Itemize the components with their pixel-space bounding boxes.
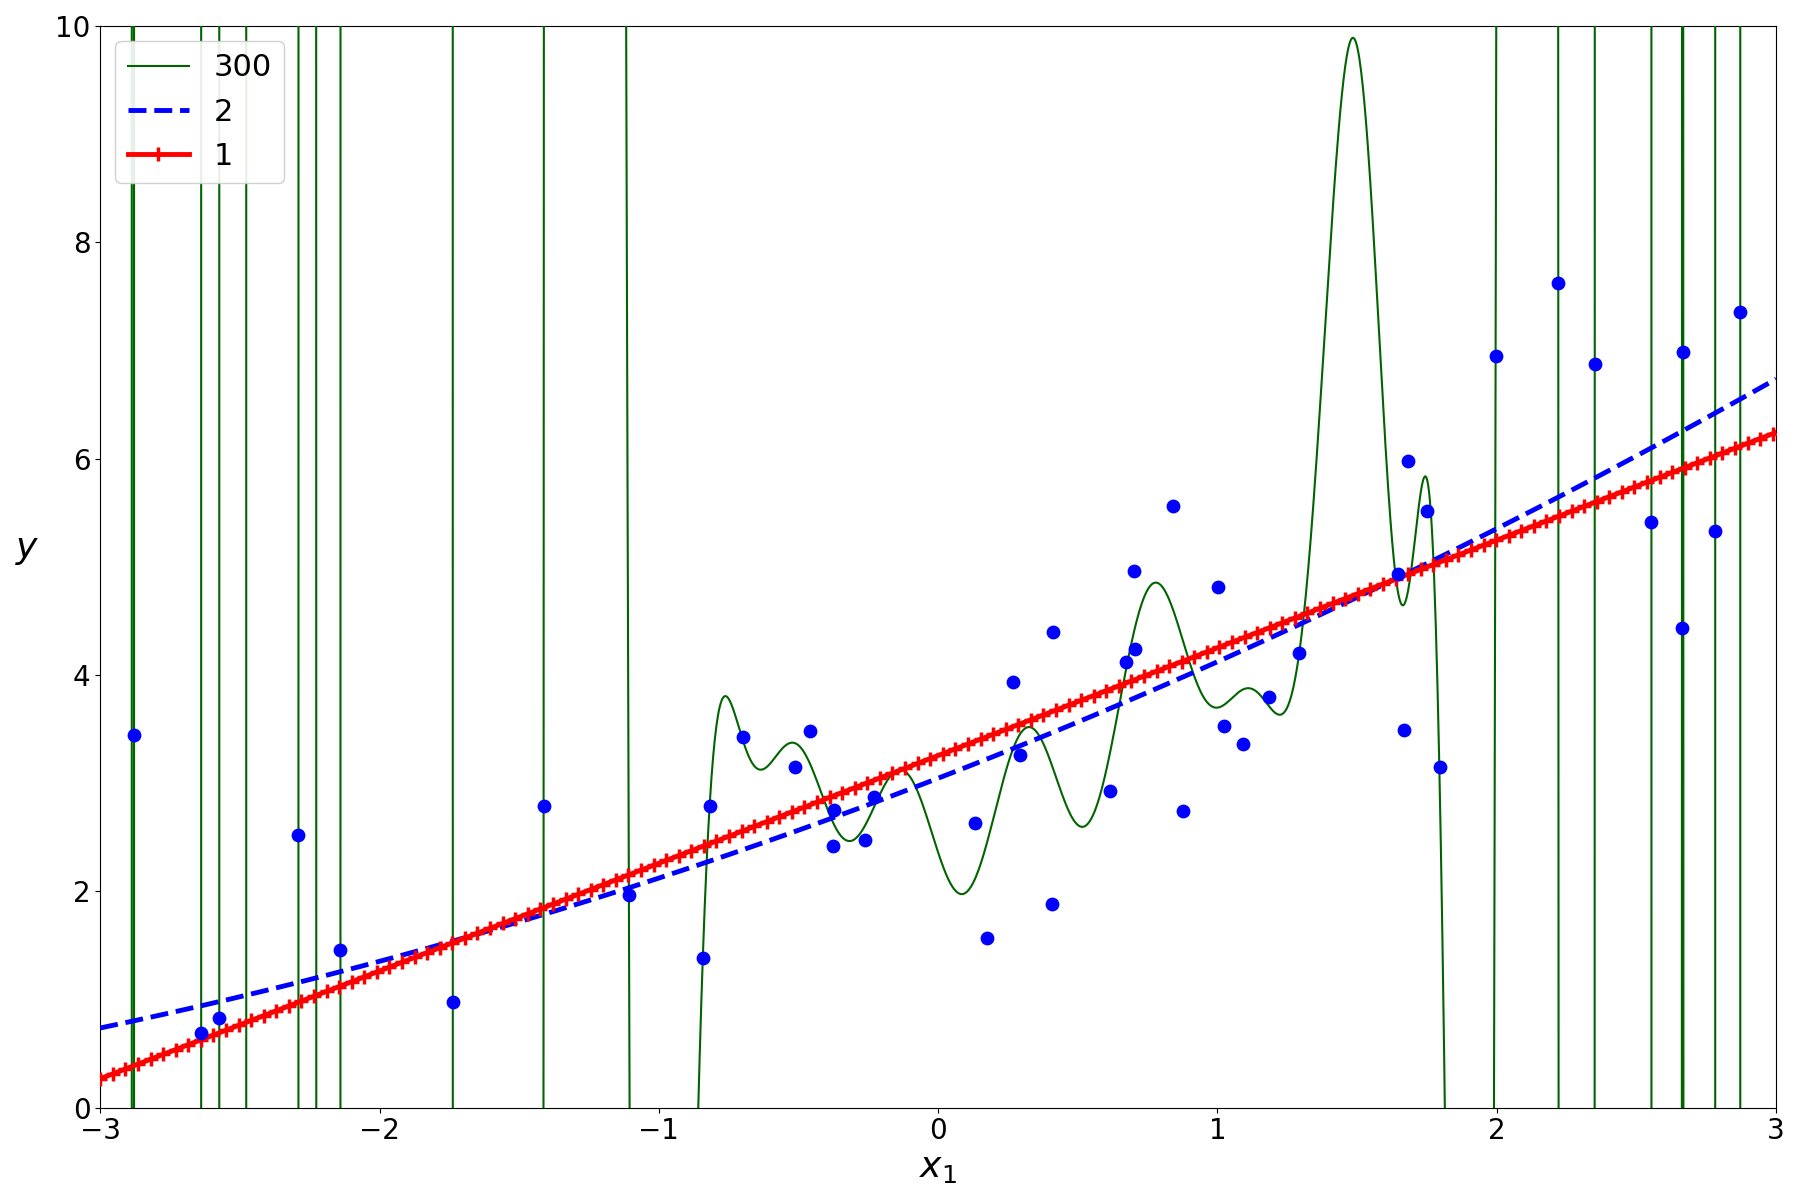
Point — [614, 886, 643, 905]
1 — [175, 1038, 196, 1052]
300 — [904, 779, 925, 793]
Point — [1726, 302, 1755, 322]
Point — [819, 800, 848, 820]
Point — [781, 757, 810, 776]
Point — [1393, 451, 1422, 470]
1 — [1409, 563, 1431, 577]
Point — [1701, 521, 1730, 540]
Point — [1121, 640, 1150, 659]
Point — [1255, 688, 1283, 707]
1 — [904, 757, 925, 772]
2 — [1717, 400, 1739, 414]
Point — [1669, 342, 1697, 361]
2 — [1409, 560, 1431, 575]
1 — [1766, 425, 1787, 439]
Point — [439, 992, 468, 1012]
1 — [90, 1072, 112, 1086]
Point — [999, 672, 1028, 691]
Point — [187, 1024, 216, 1043]
Point — [232, 1105, 261, 1124]
Point — [1667, 619, 1696, 638]
Point — [1285, 643, 1314, 662]
Point — [529, 797, 558, 816]
Point — [972, 928, 1001, 947]
Point — [1202, 577, 1231, 596]
Line: 2: 2 — [101, 379, 1777, 1028]
Point — [1544, 274, 1573, 293]
Point — [688, 949, 716, 968]
Point — [1580, 355, 1609, 374]
2 — [860, 797, 882, 811]
Point — [1413, 502, 1442, 521]
Point — [1384, 564, 1413, 583]
Point — [1168, 800, 1197, 820]
2 — [90, 1021, 112, 1036]
300 — [1409, 492, 1431, 506]
X-axis label: $x_1$: $x_1$ — [920, 1151, 958, 1186]
Point — [1157, 496, 1186, 515]
2 — [904, 780, 925, 794]
Point — [729, 727, 758, 746]
Point — [850, 830, 878, 850]
Line: 1: 1 — [94, 426, 1784, 1086]
Point — [121, 726, 149, 745]
2 — [1766, 372, 1787, 386]
2 — [1715, 400, 1737, 414]
Point — [819, 836, 848, 856]
Point — [1039, 894, 1067, 913]
300 — [860, 808, 882, 822]
Legend: 300, 2, 1: 300, 2, 1 — [115, 41, 284, 184]
Point — [695, 797, 724, 816]
Point — [1039, 623, 1067, 642]
1 — [1717, 444, 1739, 458]
Point — [1426, 757, 1454, 776]
Point — [205, 1008, 234, 1027]
Line: 300: 300 — [101, 0, 1777, 1200]
Point — [1481, 347, 1510, 366]
Point — [1120, 562, 1148, 581]
Point — [961, 814, 990, 833]
Point — [284, 824, 313, 844]
2 — [175, 1002, 196, 1016]
Point — [1636, 512, 1665, 532]
Point — [1228, 734, 1256, 754]
Y-axis label: $y$: $y$ — [14, 533, 40, 566]
Point — [796, 721, 824, 740]
1 — [1715, 444, 1737, 458]
Point — [326, 940, 355, 959]
Point — [859, 787, 887, 806]
Point — [1390, 720, 1418, 739]
Point — [1210, 716, 1238, 736]
Point — [302, 1129, 331, 1148]
Point — [1112, 652, 1141, 671]
Point — [1006, 745, 1035, 764]
Point — [1096, 781, 1125, 800]
1 — [860, 774, 882, 788]
